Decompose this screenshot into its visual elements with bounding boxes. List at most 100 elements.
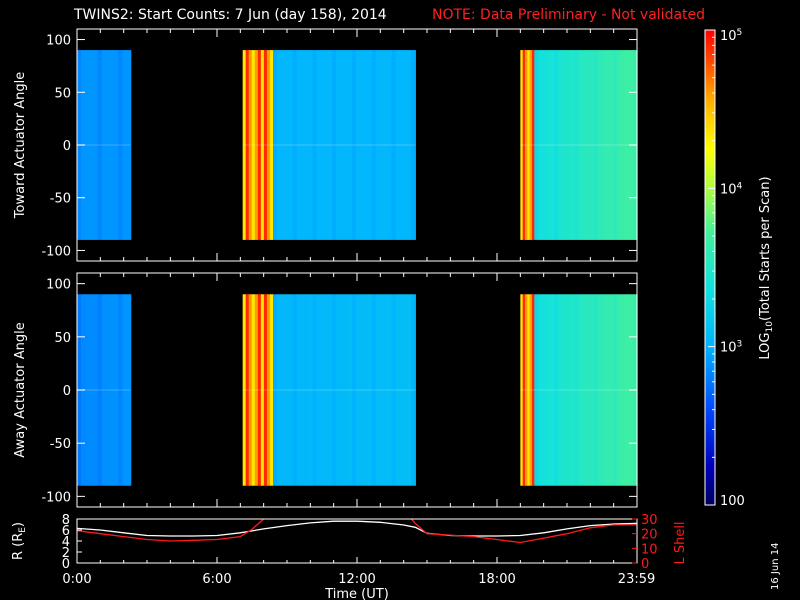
heatmap-cell (328, 50, 333, 240)
heatmap-cell (577, 50, 583, 240)
heatmap-cell (242, 294, 247, 486)
heatmap-cell (292, 50, 298, 240)
heatmap-cell (593, 50, 599, 240)
y-tick-label: -50 (50, 192, 71, 207)
colorbar-label: LOG10(Total Starts per Scan) (758, 176, 775, 359)
heatmap-cell (304, 50, 310, 240)
heatmap-cell (550, 50, 555, 240)
heatmap-cell (110, 294, 115, 486)
heatmap-cell (288, 50, 294, 240)
x-tick-label: 12:00 (338, 572, 375, 587)
heatmap-cell (621, 294, 626, 486)
heatmap-cell (399, 50, 405, 240)
heatmap-cell (577, 294, 583, 486)
heatmap-cell (269, 294, 274, 486)
y-tick-label: 8 (62, 513, 70, 528)
preliminary-note: NOTE: Data Preliminary - Not validated (432, 7, 706, 23)
heatmap-cell (597, 50, 603, 240)
y-axis-label: Away Actuator Angle (13, 322, 28, 457)
heatmap-cell (276, 294, 282, 486)
heatmap-cell (348, 50, 353, 240)
heatmap-cell (304, 294, 310, 486)
colorbar-tick-label: 103 (720, 340, 742, 356)
heatmap-cell (263, 294, 268, 486)
heatmap-cell (546, 294, 551, 486)
heatmap-cell (324, 294, 329, 486)
y-tick-label: -50 (50, 437, 71, 452)
heatmap-cell (371, 50, 377, 240)
y-tick-label: 0 (62, 557, 70, 572)
heatmap-cell (312, 294, 318, 486)
away-angle-panel: 100 50 0 -50 -100 Away Actuator Angle (13, 272, 638, 508)
heatmap-cell (126, 294, 132, 486)
heatmap-cell (411, 50, 416, 240)
heatmap-cell (569, 50, 575, 240)
heatmap-cell (280, 50, 286, 240)
heatmap-cell (534, 294, 539, 486)
colorbar-tick-label: 105 (720, 28, 742, 44)
heatmap-cell (379, 294, 385, 486)
heatmap-cell (383, 294, 389, 486)
heatmap-cell (344, 50, 349, 240)
y-tick-label: -100 (41, 490, 71, 505)
heatmap-cell (296, 50, 302, 240)
heatmap-cell (573, 294, 579, 486)
heatmap-cell (625, 294, 630, 486)
colorbar-tick-label: 100 (720, 494, 745, 509)
heatmap-cell (300, 294, 306, 486)
y-tick-label: 0 (63, 384, 71, 399)
heatmap-cell (532, 50, 535, 240)
heatmap-cell (296, 294, 302, 486)
heatmap-cell (538, 50, 543, 240)
heatmap-cell (391, 50, 397, 240)
heatmap-cell (371, 294, 377, 486)
heatmap-cell (581, 50, 587, 240)
heatmap-cell (273, 294, 278, 486)
heatmap-cell (320, 294, 325, 486)
heatmap-cell (254, 50, 259, 240)
y-tick-label: 50 (54, 86, 71, 101)
heatmap-cell (248, 294, 253, 486)
heatmap-cell (245, 294, 250, 486)
heatmap-cell (251, 50, 256, 240)
heatmap-cell (312, 50, 318, 240)
heatmap-cell (288, 294, 294, 486)
heatmap-cell (118, 50, 124, 240)
heatmap-cell (609, 50, 614, 240)
heatmap-cell (403, 294, 409, 486)
y-tick-label: 0 (63, 139, 71, 154)
heatmap-cell (395, 294, 401, 486)
heatmap-cell (522, 50, 526, 240)
heatmap-cell (93, 294, 99, 486)
heatmap-cell (581, 294, 587, 486)
heatmap-cell (344, 294, 349, 486)
heatmap-cell (292, 294, 298, 486)
heatmap-cell (110, 50, 115, 240)
heatmap-cell (85, 294, 90, 486)
heatmap-cell (601, 294, 607, 486)
heatmap-cell (520, 294, 524, 486)
heatmap-cell (403, 50, 409, 240)
heatmap-cell (617, 50, 622, 240)
heatmap-cell (585, 50, 591, 240)
heatmap-cell (367, 50, 373, 240)
heatmap-cell (613, 294, 618, 486)
heatmap-cell (621, 50, 626, 240)
heatmap-cell (617, 294, 622, 486)
heatmap-cell (529, 50, 533, 240)
heatmap-cell (324, 50, 329, 240)
heatmap-cell (538, 294, 543, 486)
y-axis-label: Toward Actuator Angle (13, 72, 28, 219)
heatmap-cell (593, 294, 599, 486)
heatmap-cell (284, 294, 290, 486)
heatmap-cell (242, 50, 247, 240)
heatmap-cell (525, 294, 528, 486)
heatmap-cell (565, 50, 571, 240)
heatmap-cell (316, 50, 322, 240)
y-tick-label: 100 (46, 278, 71, 293)
y2-tick-label: 0 (641, 557, 649, 572)
heatmap-cell (356, 294, 361, 486)
heatmap-cell (245, 50, 250, 240)
heatmap-cell (332, 50, 337, 240)
heatmap-cell (597, 294, 603, 486)
